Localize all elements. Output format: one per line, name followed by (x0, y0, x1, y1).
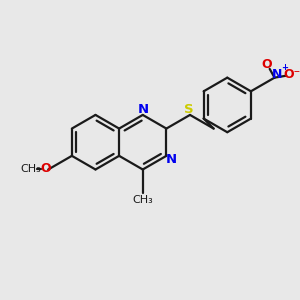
Text: CH₃: CH₃ (132, 196, 153, 206)
Text: O⁻: O⁻ (284, 68, 300, 81)
Text: N: N (272, 68, 283, 81)
Text: N: N (166, 153, 177, 166)
Text: S: S (184, 103, 194, 116)
Text: CH₃: CH₃ (20, 164, 41, 173)
Text: +: + (281, 63, 288, 72)
Text: O: O (261, 58, 272, 71)
Text: O: O (40, 162, 51, 175)
Text: N: N (138, 103, 149, 116)
